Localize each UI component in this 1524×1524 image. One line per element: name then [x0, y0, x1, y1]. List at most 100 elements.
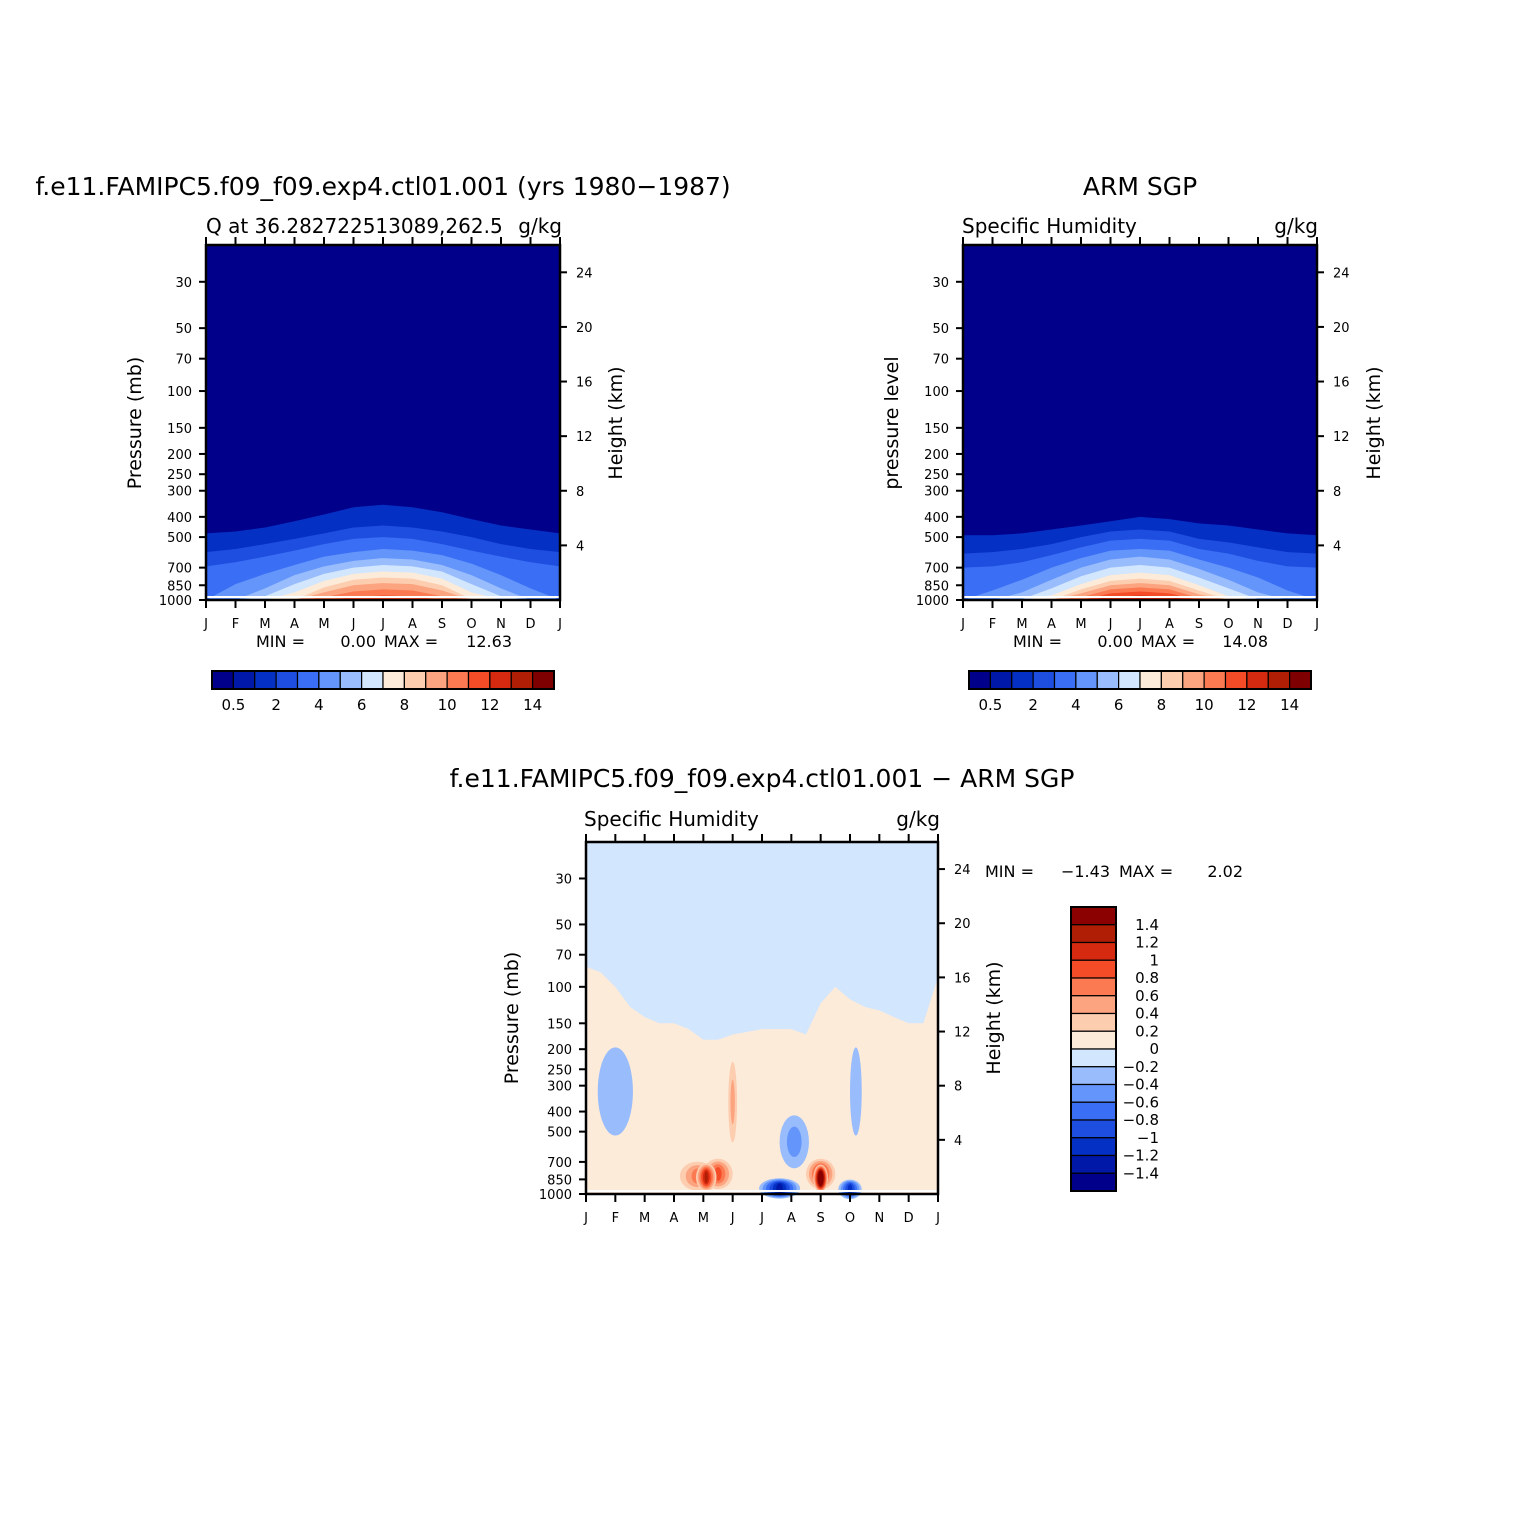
y-tick-label: 100	[547, 981, 572, 996]
y-tick-label: 50	[175, 322, 192, 337]
colorbar-swatch	[254, 670, 277, 690]
y-right-tick-label: 4	[1333, 539, 1341, 554]
colorbar-swatch	[532, 670, 555, 690]
x-tick-label: M	[698, 1211, 709, 1226]
y-tick-label: 400	[547, 1106, 572, 1121]
contour-plot	[961, 243, 1319, 602]
x-tick-label: J	[935, 1211, 940, 1226]
y-right-tick-label: 24	[1333, 266, 1350, 281]
y-right-tick-label: 24	[954, 863, 971, 878]
max-value: 14.08	[1222, 632, 1268, 651]
max-label: MAX =	[1141, 632, 1195, 651]
y-tick-label: 400	[167, 511, 192, 526]
y-tick-label: 200	[924, 448, 949, 463]
contour-band	[704, 1171, 708, 1183]
y-axis-title: pressure level	[881, 356, 903, 489]
x-tick-label: D	[525, 617, 535, 632]
x-tick-label: A	[290, 617, 299, 632]
min-max-stats: MIN = −1.43 MAX = 2.02	[985, 862, 1243, 881]
x-tick-label: J	[1314, 617, 1319, 632]
x-tick-label: A	[670, 1211, 679, 1226]
x-tick-label: N	[496, 617, 506, 632]
colorbar-label: 4	[314, 696, 324, 714]
y-right-tick-label: 24	[576, 266, 593, 281]
y-tick-label: 700	[167, 562, 192, 577]
colorbar-swatch	[1070, 924, 1117, 944]
colorbar-swatch	[1032, 670, 1056, 690]
height-axis: 24 20 16 12 8 4	[560, 266, 593, 554]
colorbar-frame	[1070, 906, 1117, 1192]
y-tick-label: 200	[167, 448, 192, 463]
x-tick-label: J	[583, 1211, 588, 1226]
colorbar-swatch	[1070, 1172, 1117, 1192]
colorbar-swatch	[1160, 670, 1184, 690]
max-label: MAX =	[384, 632, 438, 651]
min-label: MIN =	[985, 862, 1034, 881]
colorbar-swatch	[1070, 995, 1117, 1015]
y-tick-label: 50	[932, 322, 949, 337]
y-tick-label: 70	[175, 353, 192, 368]
y-tick-label: 500	[924, 531, 949, 546]
colorbar-label: 0.4	[1135, 1005, 1159, 1023]
x-tick-label: S	[438, 617, 446, 632]
max-value: 2.02	[1207, 862, 1243, 881]
panel-title: f.e11.FAMIPC5.f09_f09.exp4.ctl01.001 (yr…	[35, 172, 730, 201]
y-right-tick-label: 4	[576, 539, 584, 554]
y-axis-title: Pressure (mb)	[501, 952, 523, 1085]
x-tick-label: N	[874, 1211, 884, 1226]
colorbar-label: 2	[1028, 696, 1038, 714]
colorbar-swatch	[1070, 1154, 1117, 1174]
x-tick-label: J	[960, 617, 965, 632]
panel-model: f.e11.FAMIPC5.f09_f09.exp4.ctl01.001 (yr…	[35, 172, 730, 714]
colorbar-label: 2	[271, 696, 281, 714]
y-right-tick-label: 12	[954, 1026, 971, 1041]
y-tick-label: 500	[167, 531, 192, 546]
colorbar-swatch	[361, 670, 384, 690]
x-tick-label: J	[759, 1211, 764, 1226]
y-tick-label: 850	[924, 579, 949, 594]
colorbar-label: 14	[1280, 696, 1299, 714]
colorbar-swatch	[1070, 1119, 1117, 1139]
y-tick-label: 300	[547, 1080, 572, 1095]
colorbar-swatch	[968, 670, 991, 690]
y-tick-label: 250	[167, 468, 192, 483]
colorbar-swatch	[1070, 959, 1117, 979]
x-tick-label: A	[1047, 617, 1056, 632]
y-right-tick-label: 12	[1333, 430, 1350, 445]
y-tick-label: 400	[924, 511, 949, 526]
colorbar-swatch	[1070, 906, 1117, 926]
colorbar-swatch	[403, 670, 427, 690]
y-right-tick-label: 16	[576, 376, 593, 391]
colorbar-label: 10	[1195, 696, 1214, 714]
colorbar-swatch	[1289, 670, 1312, 690]
colorbar-swatch	[232, 670, 256, 690]
y-tick-label: 70	[932, 353, 949, 368]
min-value: −1.43	[1061, 862, 1110, 881]
colorbar-swatch	[1070, 1048, 1117, 1068]
y-tick-label: 850	[167, 579, 192, 594]
colorbar-swatch	[1011, 670, 1034, 690]
colorbar-label: 0.2	[1135, 1022, 1159, 1040]
contour-band	[730, 1079, 735, 1125]
y-tick-label: 250	[547, 1063, 572, 1078]
x-tick-label: O	[1223, 617, 1233, 632]
colorbar: 0.5 2 4 6 8 10 12 14	[968, 670, 1312, 714]
x-tick-label: A	[787, 1211, 796, 1226]
max-label: MAX =	[1119, 862, 1173, 881]
colorbar-label: −1	[1137, 1129, 1159, 1147]
height-axis: 24 20 16 12 8 4	[1317, 266, 1350, 554]
colorbar-swatch	[1070, 1083, 1117, 1103]
colorbar-label: −0.2	[1123, 1058, 1159, 1076]
y-tick-label: 700	[924, 562, 949, 577]
x-tick-label: M	[259, 617, 270, 632]
colorbar-swatch	[1246, 670, 1269, 690]
colorbar-swatch	[1070, 1030, 1117, 1050]
x-tick-label: J	[1108, 617, 1113, 632]
min-max-stats: MIN = 0.00 MAX = 12.63	[256, 632, 512, 651]
colorbar-swatch	[1096, 670, 1120, 690]
panel-diff: f.e11.FAMIPC5.f09_f09.exp4.ctl01.001 − A…	[450, 764, 1243, 1226]
